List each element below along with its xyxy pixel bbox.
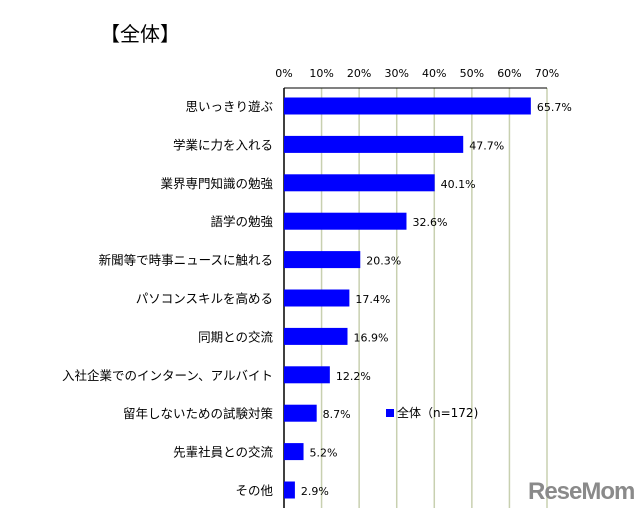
x-tick-label: 0% <box>275 67 292 80</box>
chart-title: 【全体】 <box>100 22 180 46</box>
data-label: 2.9% <box>301 485 329 498</box>
bar <box>284 443 304 461</box>
legend: 全体（n=172) <box>386 404 478 421</box>
category-label: 入社企業でのインターン、アルバイト <box>62 368 273 383</box>
x-tick-label: 40% <box>422 67 446 80</box>
legend-label: 全体（n=172) <box>397 406 479 420</box>
data-label: 32.6% <box>412 216 447 229</box>
bar <box>284 97 531 115</box>
category-label: 先輩社員との交流 <box>173 445 273 460</box>
category-label: 留年しないための試験対策 <box>123 406 274 421</box>
category-label: パソコンスキルを高める <box>136 291 273 306</box>
bar <box>284 327 348 345</box>
x-tick-label: 30% <box>384 67 408 80</box>
x-tick-label: 60% <box>497 67 521 80</box>
bar <box>284 135 464 153</box>
bar <box>284 481 295 499</box>
bar <box>284 251 361 269</box>
bar <box>284 366 330 384</box>
bar <box>284 174 435 192</box>
category-label: 学業に力を入れる <box>173 137 273 152</box>
resemom-logo: ReseMom <box>528 478 635 505</box>
data-label: 20.3% <box>366 255 401 268</box>
category-label: 業界専門知識の勉強 <box>160 176 273 191</box>
data-label: 65.7% <box>537 101 572 114</box>
x-tick-label: 50% <box>460 67 484 80</box>
data-label: 40.1% <box>441 178 476 191</box>
bar <box>284 289 350 307</box>
data-label: 12.2% <box>336 370 371 383</box>
bar <box>284 404 317 422</box>
category-label: 思いっきり遊ぶ <box>185 99 273 114</box>
data-label: 5.2% <box>310 447 338 460</box>
category-label: その他 <box>235 483 273 498</box>
x-tick-label: 70% <box>535 67 559 80</box>
x-tick-label: 10% <box>309 67 333 80</box>
x-tick-label: 20% <box>347 67 371 80</box>
data-label: 16.9% <box>353 331 388 344</box>
legend-swatch <box>386 408 394 417</box>
category-label: 同期との交流 <box>198 329 273 344</box>
data-label: 47.7% <box>469 139 504 152</box>
category-label: 新聞等で時事ニュースに触れる <box>99 253 273 268</box>
data-label: 8.7% <box>323 408 351 421</box>
category-label: 語学の勉強 <box>210 214 273 229</box>
bar <box>284 212 407 230</box>
data-label: 17.4% <box>355 293 390 306</box>
